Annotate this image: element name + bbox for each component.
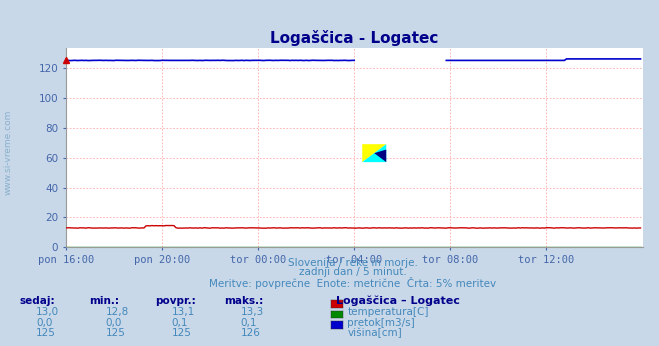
Text: temperatura[C]: temperatura[C] — [347, 307, 429, 317]
Text: 125: 125 — [171, 328, 191, 338]
Text: 0,1: 0,1 — [241, 318, 257, 328]
Text: pretok[m3/s]: pretok[m3/s] — [347, 318, 415, 328]
Text: Logaščica – Logatec: Logaščica – Logatec — [336, 296, 460, 306]
Text: 0,0: 0,0 — [36, 318, 53, 328]
Text: 0,0: 0,0 — [105, 318, 122, 328]
Title: Logaščica - Logatec: Logaščica - Logatec — [270, 30, 438, 46]
Text: 12,8: 12,8 — [105, 307, 129, 317]
Text: višina[cm]: višina[cm] — [347, 328, 402, 338]
Text: 13,1: 13,1 — [171, 307, 194, 317]
Text: Slovenija / reke in morje.: Slovenija / reke in morje. — [287, 258, 418, 268]
Text: 0,1: 0,1 — [171, 318, 188, 328]
Text: 125: 125 — [105, 328, 125, 338]
Polygon shape — [362, 144, 386, 162]
Text: 13,3: 13,3 — [241, 307, 264, 317]
Text: zadnji dan / 5 minut.: zadnji dan / 5 minut. — [299, 267, 407, 277]
Text: 125: 125 — [36, 328, 56, 338]
Text: sedaj:: sedaj: — [20, 296, 55, 306]
Text: 13,0: 13,0 — [36, 307, 59, 317]
Text: www.si-vreme.com: www.si-vreme.com — [4, 110, 13, 195]
Text: maks.:: maks.: — [224, 296, 264, 306]
Text: min.:: min.: — [89, 296, 119, 306]
Polygon shape — [362, 144, 386, 162]
Polygon shape — [374, 149, 386, 162]
Text: Meritve: povprečne  Enote: metrične  Črta: 5% meritev: Meritve: povprečne Enote: metrične Črta:… — [209, 277, 496, 289]
Text: 126: 126 — [241, 328, 260, 338]
Text: povpr.:: povpr.: — [155, 296, 196, 306]
